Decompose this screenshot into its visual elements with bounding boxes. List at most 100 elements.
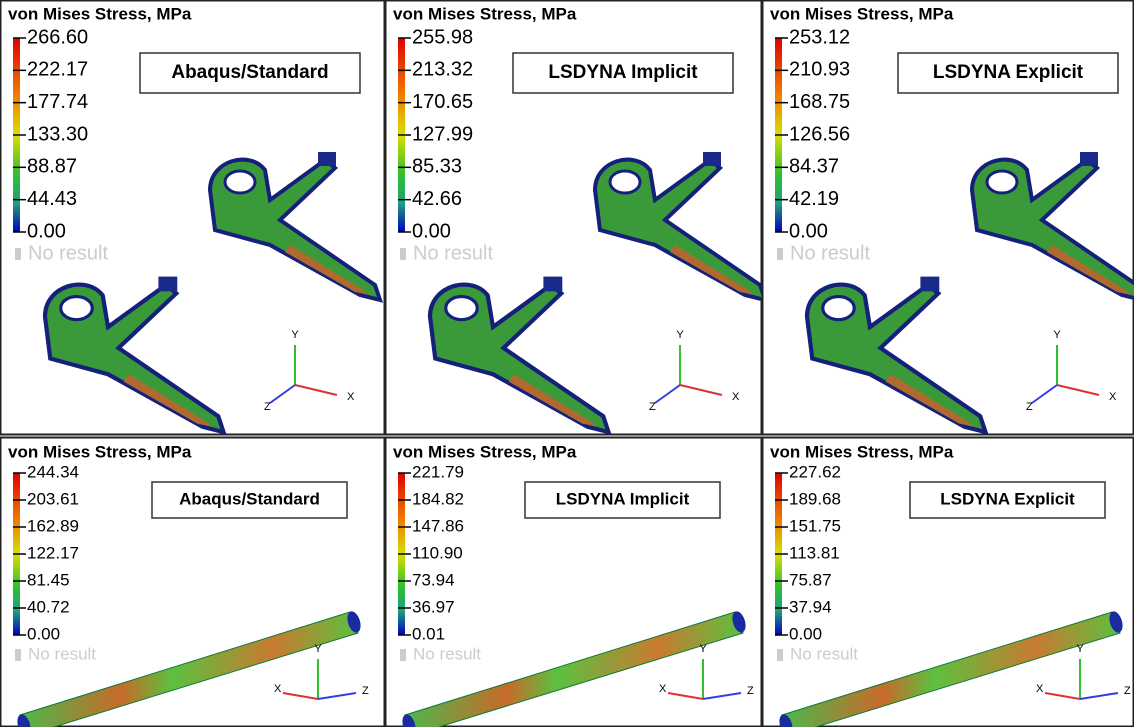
colorbar-label: 266.60 bbox=[27, 26, 88, 48]
axis-x-label: X bbox=[659, 683, 667, 695]
bracket-hole bbox=[610, 171, 640, 193]
colorbar-label: 162.89 bbox=[27, 516, 79, 535]
colorbar-label: 75.87 bbox=[789, 570, 832, 589]
no-result-swatch bbox=[15, 649, 21, 661]
solver-label: Abaqus/Standard bbox=[179, 489, 320, 508]
no-result-label: No result bbox=[28, 644, 96, 663]
colorbar-label: 122.17 bbox=[27, 543, 79, 562]
colorbar-label: 213.32 bbox=[412, 59, 473, 81]
no-result-swatch bbox=[777, 248, 783, 260]
colorbar-label: 184.82 bbox=[412, 489, 464, 508]
colorbar-label: 0.00 bbox=[27, 220, 66, 242]
axis-y-label: Y bbox=[1053, 329, 1061, 341]
no-result-label: No result bbox=[790, 644, 858, 663]
page: von Mises Stress, MPa 266.60 222.17 177.74 1… bbox=[0, 0, 1134, 727]
no-result-label: No result bbox=[413, 644, 481, 663]
colorbar-label: 147.86 bbox=[412, 516, 464, 535]
bracket-lug bbox=[318, 152, 336, 166]
no-result-label: No result bbox=[28, 242, 108, 264]
axis-x-label: X bbox=[1036, 683, 1044, 695]
colorbar-label: 84.37 bbox=[789, 156, 839, 178]
axis-y-label: Y bbox=[314, 643, 322, 655]
result-panel: von Mises Stress, MPa 255.98 213.32 170.65 1… bbox=[386, 1, 766, 435]
colorbar-label: 42.66 bbox=[412, 188, 462, 210]
axis-x-label: X bbox=[274, 683, 282, 695]
colorbar-label: 168.75 bbox=[789, 91, 850, 113]
axis-x-label: X bbox=[732, 391, 740, 403]
axis-z-label: Z bbox=[1124, 685, 1131, 697]
colorbar-label: 222.17 bbox=[27, 59, 88, 81]
no-result-label: No result bbox=[413, 242, 493, 264]
colorbar-label: 0.00 bbox=[789, 220, 828, 242]
colorbar-label: 88.87 bbox=[27, 156, 77, 178]
axis-z-label: Z bbox=[1026, 401, 1033, 413]
colorbar-label: 221.79 bbox=[412, 462, 464, 481]
colorbar-label: 42.19 bbox=[789, 188, 839, 210]
colorbar-label: 113.81 bbox=[789, 543, 840, 562]
colorbar-label: 177.74 bbox=[27, 91, 88, 113]
bracket-lug bbox=[1080, 152, 1098, 166]
no-result-label: No result bbox=[790, 242, 870, 264]
colorbar-label: 73.94 bbox=[412, 570, 455, 589]
solver-label: LSDYNA Implicit bbox=[556, 489, 690, 508]
colorbar-label: 110.90 bbox=[412, 543, 463, 562]
bracket-hole bbox=[823, 297, 855, 320]
bracket-hole bbox=[446, 297, 478, 320]
legend-title: von Mises Stress, MPa bbox=[393, 4, 577, 23]
no-result-swatch bbox=[777, 649, 783, 661]
colorbar-label: 0.01 bbox=[412, 624, 445, 643]
result-panel: von Mises Stress, MPa227.62 189.68 151.75 1… bbox=[763, 438, 1134, 727]
solver-label: LSDYNA Explicit bbox=[940, 489, 1075, 508]
figure: von Mises Stress, MPa 266.60 222.17 177.74 1… bbox=[0, 0, 1134, 727]
colorbar-label: 133.30 bbox=[27, 123, 88, 145]
axis-x-label: X bbox=[1109, 391, 1117, 403]
colorbar-label: 36.97 bbox=[412, 597, 455, 616]
colorbar-label: 81.45 bbox=[27, 570, 70, 589]
axis-y-label: Y bbox=[699, 643, 707, 655]
no-result-swatch bbox=[15, 248, 21, 260]
colorbar-label: 127.99 bbox=[412, 123, 473, 145]
result-panel: von Mises Stress, MPa 266.60 222.17 177.74 1… bbox=[1, 1, 385, 435]
colorbar-label: 227.62 bbox=[789, 462, 841, 481]
colorbar-label: 44.43 bbox=[27, 188, 77, 210]
solver-label: LSDYNA Explicit bbox=[933, 62, 1084, 83]
result-panel: von Mises Stress, MPa253.12210.93168.751… bbox=[763, 1, 1134, 435]
no-result-swatch bbox=[400, 248, 406, 260]
colorbar-label: 0.00 bbox=[27, 624, 60, 643]
colorbar-label: 203.61 bbox=[27, 489, 79, 508]
axis-z-label: Z bbox=[747, 685, 754, 697]
axis-x-label: X bbox=[347, 391, 355, 403]
colorbar-label: 151.75 bbox=[789, 516, 841, 535]
legend-title: von Mises Stress, MPa bbox=[8, 4, 192, 23]
axis-y-label: Y bbox=[1076, 643, 1084, 655]
colorbar-label: 244.34 bbox=[27, 462, 79, 481]
colorbar-label: 253.12 bbox=[789, 26, 850, 48]
bracket-hole bbox=[61, 297, 93, 320]
axis-z-label: Z bbox=[264, 401, 271, 413]
colorbar-label: 0.00 bbox=[412, 220, 451, 242]
bracket-lug bbox=[703, 152, 721, 166]
bracket-hole bbox=[987, 171, 1017, 193]
legend-title: von Mises Stress, MPa bbox=[770, 4, 954, 23]
bracket-lug bbox=[158, 277, 177, 292]
legend-title: von Mises Stress, MPa bbox=[8, 442, 192, 461]
colorbar-label: 170.65 bbox=[412, 91, 473, 113]
colorbar-label: 40.72 bbox=[27, 597, 70, 616]
colorbar-label: 0.00 bbox=[789, 624, 822, 643]
bracket-lug bbox=[543, 277, 562, 292]
solver-label: LSDYNA Implicit bbox=[548, 62, 698, 83]
colorbar-label: 37.94 bbox=[789, 597, 832, 616]
colorbar-label: 255.98 bbox=[412, 26, 473, 48]
axis-y-label: Y bbox=[291, 329, 299, 341]
bracket-lug bbox=[920, 277, 939, 292]
legend-title: von Mises Stress, MPa bbox=[770, 442, 954, 461]
colorbar-label: 85.33 bbox=[412, 156, 462, 178]
bracket-hole bbox=[225, 171, 255, 193]
legend-title: von Mises Stress, MPa bbox=[393, 442, 577, 461]
axis-z-label: Z bbox=[649, 401, 656, 413]
colorbar-label: 126.56 bbox=[789, 123, 850, 145]
axis-y-label: Y bbox=[676, 329, 684, 341]
colorbar-label: 189.68 bbox=[789, 489, 841, 508]
